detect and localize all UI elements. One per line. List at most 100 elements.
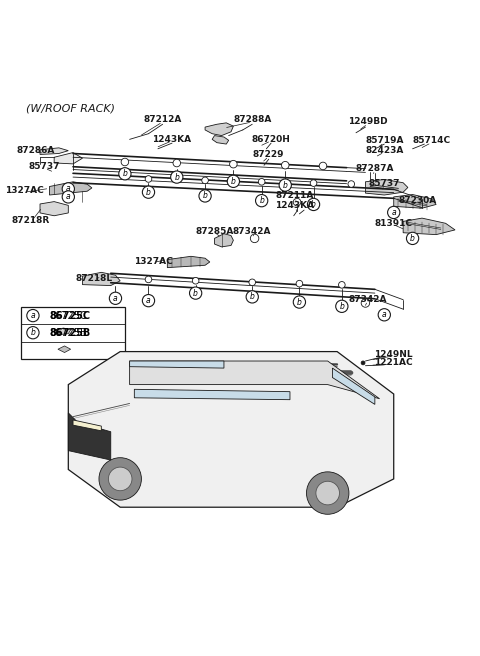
Circle shape xyxy=(407,232,419,245)
Circle shape xyxy=(387,207,400,218)
Polygon shape xyxy=(403,218,455,235)
Text: 87286A: 87286A xyxy=(16,146,55,155)
Text: a: a xyxy=(66,184,71,194)
Polygon shape xyxy=(73,420,101,431)
Circle shape xyxy=(251,234,259,243)
Text: b: b xyxy=(146,188,151,197)
Text: (W/ROOF RACK): (W/ROOF RACK) xyxy=(26,104,115,114)
Circle shape xyxy=(279,179,291,192)
Text: 87288A: 87288A xyxy=(233,115,271,124)
Text: 1221AC: 1221AC xyxy=(374,358,413,367)
Text: 86725B: 86725B xyxy=(49,328,91,338)
Circle shape xyxy=(258,178,265,185)
Polygon shape xyxy=(205,123,233,136)
Circle shape xyxy=(319,162,327,170)
Text: 1327AC: 1327AC xyxy=(5,186,44,195)
Text: b: b xyxy=(311,200,316,209)
Text: 86725C: 86725C xyxy=(49,310,87,321)
Circle shape xyxy=(99,458,142,500)
Text: a: a xyxy=(66,192,71,201)
Circle shape xyxy=(143,186,155,198)
FancyBboxPatch shape xyxy=(21,307,125,359)
Circle shape xyxy=(62,191,74,203)
Text: 1249BD: 1249BD xyxy=(348,117,387,127)
Polygon shape xyxy=(54,328,71,335)
Text: b: b xyxy=(231,177,236,186)
Circle shape xyxy=(378,309,390,321)
Text: a: a xyxy=(31,311,35,320)
Circle shape xyxy=(173,159,180,167)
Circle shape xyxy=(109,292,121,304)
Polygon shape xyxy=(83,272,120,285)
Polygon shape xyxy=(58,346,71,352)
Text: b: b xyxy=(339,302,344,311)
Circle shape xyxy=(310,180,317,186)
Circle shape xyxy=(121,158,129,166)
Polygon shape xyxy=(130,361,380,399)
Circle shape xyxy=(361,298,370,307)
Circle shape xyxy=(348,181,355,188)
Text: 87287A: 87287A xyxy=(356,164,394,173)
Polygon shape xyxy=(215,234,233,247)
Circle shape xyxy=(119,168,131,180)
Text: 85719A: 85719A xyxy=(365,136,404,145)
Circle shape xyxy=(202,177,208,184)
Text: 1249NL: 1249NL xyxy=(374,350,413,359)
Circle shape xyxy=(249,279,255,285)
Circle shape xyxy=(296,280,303,287)
Circle shape xyxy=(229,160,237,168)
Circle shape xyxy=(316,482,339,505)
Text: 1243KA: 1243KA xyxy=(153,135,192,144)
Text: 1243KA: 1243KA xyxy=(275,201,314,211)
Polygon shape xyxy=(49,182,92,195)
Circle shape xyxy=(255,195,268,207)
Text: 85737: 85737 xyxy=(29,162,60,171)
Text: b: b xyxy=(297,298,302,306)
Polygon shape xyxy=(54,153,83,164)
Circle shape xyxy=(306,472,349,514)
Text: 81391C: 81391C xyxy=(375,219,413,228)
Text: b: b xyxy=(283,180,288,190)
Circle shape xyxy=(307,198,320,211)
Polygon shape xyxy=(134,389,290,400)
Text: 87218L: 87218L xyxy=(76,274,113,283)
Polygon shape xyxy=(365,180,408,195)
Circle shape xyxy=(199,190,211,202)
Text: b: b xyxy=(203,192,207,201)
Text: b: b xyxy=(259,196,264,205)
Polygon shape xyxy=(212,136,228,144)
Text: b: b xyxy=(31,328,36,337)
Text: b: b xyxy=(174,173,179,182)
Text: 87342A: 87342A xyxy=(233,227,272,236)
Text: 86725C: 86725C xyxy=(49,310,91,321)
Circle shape xyxy=(143,295,155,307)
Polygon shape xyxy=(68,352,394,507)
Text: a: a xyxy=(391,208,396,217)
Circle shape xyxy=(227,175,240,188)
Text: b: b xyxy=(410,234,415,243)
Circle shape xyxy=(281,161,289,169)
Text: 85737: 85737 xyxy=(369,179,400,188)
Text: 86720H: 86720H xyxy=(252,135,290,144)
Text: 87230A: 87230A xyxy=(398,195,436,205)
Polygon shape xyxy=(68,413,111,460)
Text: 87218R: 87218R xyxy=(12,216,50,226)
Text: a: a xyxy=(113,294,118,303)
Circle shape xyxy=(171,171,183,183)
Text: b: b xyxy=(122,169,127,178)
Circle shape xyxy=(62,183,74,195)
Text: 87342A: 87342A xyxy=(348,295,387,304)
Text: 87212A: 87212A xyxy=(144,115,182,124)
Polygon shape xyxy=(40,148,68,154)
Polygon shape xyxy=(333,368,375,404)
Polygon shape xyxy=(40,201,68,216)
Circle shape xyxy=(336,300,348,312)
Circle shape xyxy=(145,276,152,283)
Text: 1327AC: 1327AC xyxy=(134,256,173,266)
Circle shape xyxy=(192,277,199,284)
Text: 87229: 87229 xyxy=(253,150,285,159)
Text: a: a xyxy=(382,310,386,319)
Circle shape xyxy=(361,361,365,365)
Polygon shape xyxy=(394,195,436,208)
Circle shape xyxy=(338,281,345,288)
